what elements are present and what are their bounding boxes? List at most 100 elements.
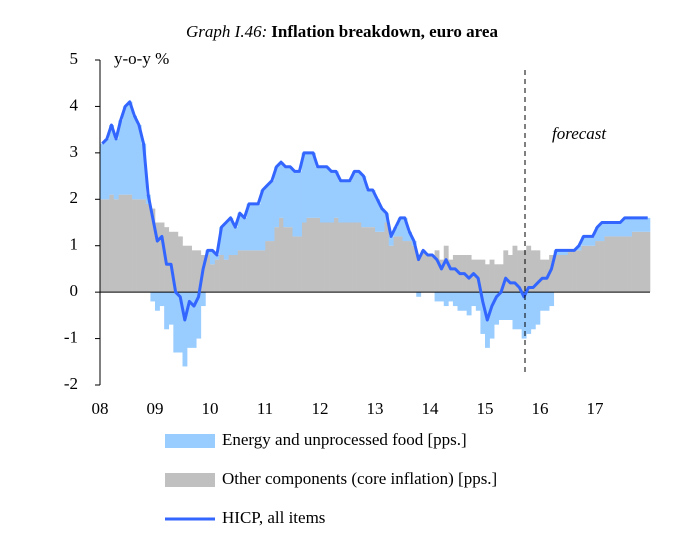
bar [365, 190, 371, 228]
bar [521, 292, 527, 339]
bar [356, 171, 362, 223]
bar [255, 250, 261, 293]
bar [420, 250, 426, 293]
bar [219, 255, 225, 293]
chart-title: Graph I.46: Inflation breakdown, euro are… [186, 22, 498, 41]
bar [622, 217, 628, 237]
bar [397, 236, 403, 293]
bar [443, 245, 449, 293]
bar [182, 292, 188, 367]
bar [352, 171, 357, 223]
bar [237, 250, 243, 293]
bar [155, 292, 160, 311]
bar [159, 292, 165, 307]
bar [136, 199, 142, 293]
legend: Energy and unprocessed food [pps.] Other … [165, 430, 497, 527]
bar [517, 292, 522, 330]
bar [576, 245, 582, 251]
bar [475, 259, 481, 293]
x-tick-label: 10 [202, 399, 219, 418]
bar [562, 255, 568, 293]
bar [127, 194, 133, 293]
bar [223, 222, 229, 260]
bar [297, 236, 302, 293]
bar [480, 292, 486, 334]
bar [636, 217, 642, 232]
bar [237, 213, 243, 251]
x-tick-label: 14 [422, 399, 440, 418]
bar [232, 227, 238, 255]
title-main: Inflation breakdown, euro area [271, 22, 498, 41]
bar [200, 292, 206, 307]
bar [581, 236, 587, 246]
bar [132, 199, 137, 293]
bar [507, 292, 513, 320]
x-tick-label: 15 [477, 399, 494, 418]
bar [246, 250, 252, 293]
bar [132, 115, 137, 200]
bar [599, 222, 605, 242]
bar [342, 222, 348, 293]
bar [122, 106, 128, 195]
bar [430, 255, 435, 293]
bar [608, 222, 614, 237]
legend-label: HICP, all items [222, 508, 325, 527]
y-tick-label: 1 [70, 235, 79, 254]
bar [306, 152, 312, 218]
bar [118, 194, 124, 293]
bar [187, 245, 192, 293]
bar [544, 292, 550, 311]
bar [100, 199, 105, 293]
bar [214, 259, 220, 293]
bar [627, 217, 632, 237]
bar [329, 222, 335, 293]
bar [210, 264, 215, 293]
bar [471, 259, 477, 293]
bar [572, 250, 577, 293]
bar [109, 125, 115, 195]
bar [549, 255, 555, 293]
bar [310, 152, 316, 218]
bar [347, 180, 353, 223]
bar [631, 217, 637, 232]
bar [223, 259, 229, 293]
bar [232, 255, 238, 293]
bar [379, 231, 385, 293]
bar [645, 217, 651, 232]
y-tick-label: 4 [70, 95, 79, 114]
bar [347, 222, 353, 293]
bar [297, 171, 302, 237]
bar [145, 203, 151, 293]
x-tick-label: 13 [367, 399, 384, 418]
y-tick-label: 0 [70, 281, 79, 300]
bar [567, 250, 573, 293]
bar [196, 292, 202, 339]
bar [310, 217, 316, 293]
bar [521, 250, 527, 293]
bar [269, 180, 275, 242]
bar [402, 241, 408, 293]
bar [443, 292, 449, 307]
bar [191, 292, 197, 348]
bar [104, 138, 110, 200]
bar [287, 227, 293, 293]
bar [388, 245, 394, 293]
bar [498, 264, 504, 293]
bar [370, 190, 376, 228]
bar [141, 143, 147, 200]
bar [480, 259, 486, 293]
bar [187, 292, 192, 348]
y-tick-label: -1 [64, 327, 78, 346]
bar [475, 292, 481, 311]
bar [255, 203, 261, 251]
bar [439, 292, 445, 302]
bar [278, 162, 284, 218]
bar [585, 236, 591, 246]
bar [535, 292, 541, 325]
bar [150, 208, 156, 293]
y-tick-label: 5 [70, 49, 79, 68]
bar [356, 222, 362, 293]
y-tick-label: 2 [70, 188, 79, 207]
bar [219, 227, 225, 255]
bar [439, 259, 445, 293]
